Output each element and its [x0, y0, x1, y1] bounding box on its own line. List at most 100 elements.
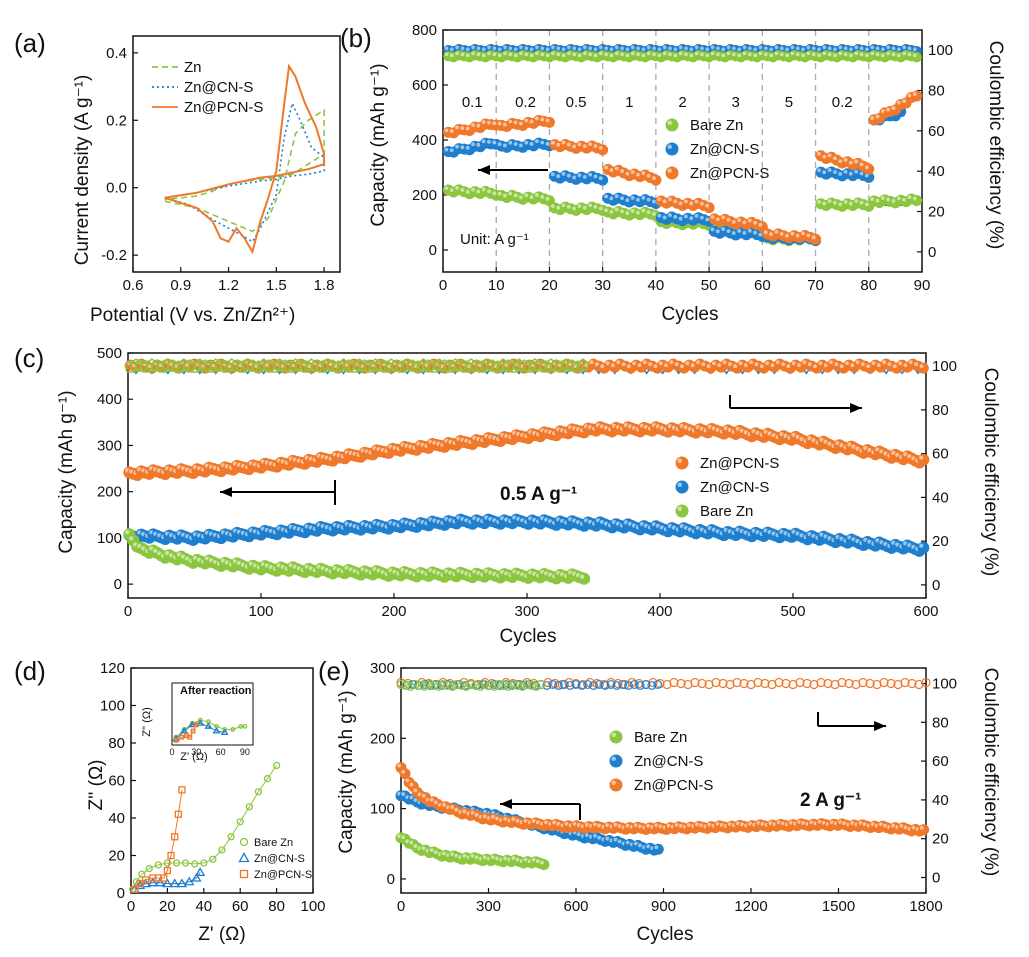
panel-b-capacity-point-shine	[620, 169, 624, 173]
panel-b-capacity-point-shine	[534, 193, 539, 197]
panel-b-ce-point-shine	[673, 47, 678, 52]
panel-b-ce-point-shine	[556, 46, 561, 51]
panel-e-ce-pcn-point	[907, 678, 917, 689]
panel-b-capacity-point-shine	[598, 206, 603, 211]
panel-b-capacity-point-shine	[545, 118, 550, 123]
panel-b-ce-point-shine	[881, 47, 885, 52]
panel-b-capacity-point-body	[543, 116, 555, 128]
panel-d-inset-point	[212, 726, 221, 734]
panel-b-legend-marker-shine	[667, 144, 672, 150]
panel-b-ce-point-shine	[662, 51, 667, 56]
panel-d-inset-point	[230, 727, 236, 732]
panel-b-rate-label: 0.2	[832, 94, 853, 111]
panel-b-capacity-point-shine	[854, 199, 859, 203]
panel-b-capacity-point	[863, 163, 875, 175]
panel-b-ce-point-shine	[881, 53, 885, 58]
panel-b-capacity-point-shine	[859, 171, 864, 176]
panel-e-ce-pcn-point	[858, 677, 868, 688]
panel-b-ce-point-shine	[849, 47, 853, 52]
panel-b-capacity-point-shine	[550, 172, 555, 177]
panel-b-ce-point-shine	[785, 53, 789, 58]
panel-b-ce-point-shine	[817, 53, 821, 58]
panel-e-ytick-label: 300	[370, 660, 395, 677]
panel-c-ce-pcn-point	[917, 362, 929, 374]
panel-b-capacity-point-shine	[822, 154, 827, 159]
panel-c-y2tick-label: 20	[932, 533, 949, 550]
panel-c-ce-zn-point	[129, 358, 143, 371]
panel-e-capacity-point-shine	[654, 845, 659, 850]
panel-c-ce-zn-point	[193, 358, 207, 371]
panel-b-capacity-point-shine	[503, 122, 507, 127]
panel-b-capacity-point-shine	[902, 197, 907, 202]
panel-b-ce-point-shine	[811, 52, 816, 57]
panel-e-ce-pcn-point	[676, 678, 686, 689]
panel-b-ce-point-shine	[657, 53, 662, 58]
panel-c-y2tick-label: 80	[932, 402, 949, 419]
panel-b-capacity-point-shine	[572, 175, 577, 180]
panel-b-capacity-point-shine	[636, 197, 640, 202]
panel-e-capacity-point-shine	[515, 818, 520, 823]
panel-e-capacity-point-shine	[462, 809, 467, 814]
panel-c-ce-zn-point	[570, 360, 585, 373]
panel-b-capacity-point-shine	[625, 211, 630, 216]
panel-d-point	[160, 874, 168, 882]
panel-e-capacity-point-body	[538, 859, 550, 871]
panel-c-capacity-point-shine	[141, 546, 146, 551]
panel-b-ce-point-shine	[721, 47, 726, 52]
panel-c-ce-pcn-point-shine	[749, 360, 754, 365]
panel-c-ce-pcn-point-shine	[860, 362, 865, 367]
panel-d-xtick-label: 0	[127, 898, 135, 915]
panel-e-capacity-point-shine	[450, 852, 455, 856]
panel-b-y2tick-label: 0	[928, 244, 936, 261]
panel-c-legend-entry: Bare Zn	[700, 503, 753, 520]
panel-b-ce-point-shine	[471, 45, 475, 50]
panel-b-capacity-point-shine	[476, 123, 481, 128]
panel-b-capacity-point-body	[810, 233, 822, 245]
panel-b-ce-point-shine	[503, 45, 507, 50]
panel-b-ce-point-shine	[865, 53, 869, 58]
panel-b-capacity-point-shine	[540, 117, 545, 122]
panel-b-ce-point-shine	[700, 46, 704, 51]
panel-d-point	[178, 786, 186, 794]
panel-b-capacity-point-shine	[758, 223, 763, 227]
panel-c-y2tick-label: 40	[932, 489, 949, 506]
panel-e-ce-cn-point	[600, 681, 610, 690]
panel-e-capacity-point-shine	[919, 825, 924, 830]
panel-c-ce-pcn-point-shine	[834, 362, 839, 367]
panel-e-capacity-point-shine	[442, 802, 446, 807]
panel-c-ce-zn-point	[480, 358, 494, 371]
panel-b-ce-point-shine	[795, 46, 800, 51]
panel-b-ce-point-shine	[902, 51, 907, 56]
panel-d-inset-curve	[175, 722, 225, 740]
panel-b-capacity-point-shine	[694, 213, 699, 218]
panel-b-capacity-point-shine	[487, 139, 491, 144]
panel-b-capacity-point-shine	[747, 218, 752, 223]
panel-b-capacity-point-shine	[465, 145, 470, 150]
panel-b-legend-marker	[665, 118, 679, 132]
panel-e-ce-zn-point	[499, 681, 509, 690]
panel-a-ytick-label: 0.2	[106, 112, 127, 129]
panel-b-capacity-point	[810, 233, 822, 245]
panel-c-ce-pcn-point-shine	[642, 360, 647, 365]
panel-e-legend-marker-shine	[611, 756, 616, 761]
panel-b-capacity-point	[703, 202, 715, 214]
panel-b-legend-marker-body	[665, 142, 679, 156]
panel-b-capacity-point-shine	[449, 148, 454, 153]
panel-a-legend-entry: Zn	[184, 59, 202, 76]
panel-b-xtick-label: 50	[701, 277, 718, 294]
panel-b-ce-point-shine	[753, 53, 758, 58]
panel-b-capacity-point-shine	[609, 168, 614, 172]
panel-b-capacity-point-shine	[487, 189, 491, 194]
panel-e-ce-zn-point	[527, 681, 537, 690]
panel-e-capacity-point-shine	[442, 851, 446, 856]
panel-b-ce-point-shine	[599, 45, 603, 50]
panel-b-ce-point-shine	[625, 53, 630, 58]
panel-c-ce-zn-point	[352, 358, 367, 371]
panel-d-point	[141, 876, 150, 884]
panel-e-capacity-point-shine	[401, 835, 406, 840]
panel-e-ce-zn-point	[443, 681, 453, 690]
panel-e-capacity-point-shine	[470, 810, 475, 815]
panel-b-capacity-point-shine	[460, 187, 465, 192]
panel-a-ytick-label: -0.2	[101, 247, 127, 264]
panel-d-point	[263, 774, 272, 783]
